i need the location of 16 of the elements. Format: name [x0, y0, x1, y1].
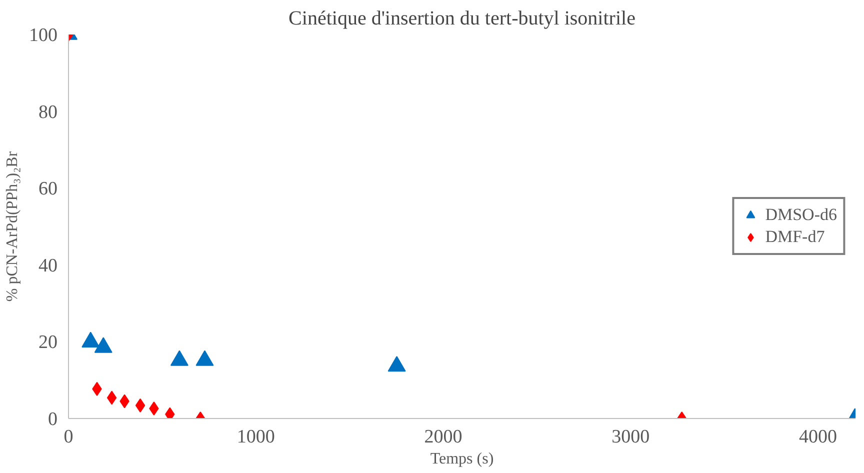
legend-label: DMSO-d6 [765, 205, 837, 225]
x-tick-label: 2000 [424, 426, 462, 448]
y-axis-title: % pCN-ArPd(PPh₃)₂Br [4, 150, 21, 302]
chart-title: Cinétique d'insertion du tert-butyl isonitrile [288, 8, 636, 30]
legend-label: DMF-d7 [765, 227, 825, 247]
x-tick-label: 3000 [612, 426, 650, 448]
x-tick-label: 0 [64, 426, 74, 448]
x-axis-title: Temps (s) [430, 450, 494, 468]
x-tick-label: 1000 [236, 426, 275, 448]
y-tick-label: 80 [38, 102, 58, 123]
y-tick-label: 20 [38, 332, 58, 354]
y-tick-label: 40 [38, 255, 58, 276]
y-tick-label: 60 [38, 178, 58, 200]
x-tick-label: 4000 [799, 426, 838, 448]
y-tick-label: 100 [29, 25, 58, 46]
y-tick-label: 0 [48, 409, 58, 430]
